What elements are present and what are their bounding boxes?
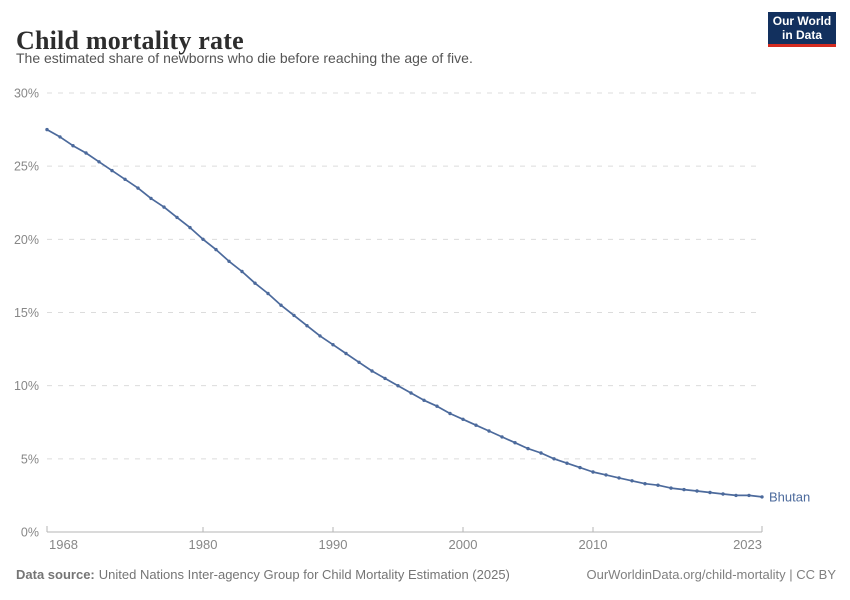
data-point[interactable] <box>279 303 283 307</box>
data-point[interactable] <box>175 215 179 220</box>
data-point[interactable] <box>162 205 166 209</box>
data-point[interactable] <box>539 451 543 455</box>
data-point[interactable] <box>292 313 296 318</box>
data-point[interactable] <box>630 479 634 483</box>
data-point[interactable] <box>578 465 582 470</box>
data-point[interactable] <box>240 269 244 274</box>
y-tick-label: 15% <box>14 306 39 320</box>
data-point[interactable] <box>149 196 153 201</box>
y-tick-label: 0% <box>21 526 39 540</box>
data-point[interactable] <box>71 144 75 148</box>
data-point[interactable] <box>266 291 270 296</box>
data-point[interactable] <box>487 429 491 433</box>
data-point[interactable] <box>396 384 400 388</box>
y-tick-label: 10% <box>14 379 39 393</box>
data-point[interactable] <box>422 398 426 402</box>
data-point[interactable] <box>97 160 101 164</box>
x-tick-label: 2023 <box>733 537 762 552</box>
data-point[interactable] <box>643 482 647 486</box>
credit-link[interactable]: OurWorldinData.org/child-mortality | CC … <box>586 567 837 582</box>
data-point[interactable] <box>409 391 413 395</box>
data-point[interactable] <box>708 490 712 495</box>
data-point[interactable] <box>58 135 62 139</box>
owid-logo[interactable]: Our World in Data <box>768 12 836 47</box>
x-tick-label: 1990 <box>319 537 348 552</box>
series-line-bhutan[interactable] <box>46 128 763 498</box>
data-point[interactable] <box>110 168 114 173</box>
data-point[interactable] <box>526 446 530 451</box>
data-point[interactable] <box>253 281 257 285</box>
x-tick-label: 1968 <box>49 537 78 552</box>
y-tick-label: 20% <box>14 233 39 247</box>
data-point[interactable] <box>747 493 751 498</box>
data-point[interactable] <box>45 127 49 132</box>
data-point[interactable] <box>669 486 673 490</box>
x-tick-label: 1980 <box>189 537 218 552</box>
data-source-label: Data source: <box>16 567 95 582</box>
entity-label[interactable]: Bhutan <box>769 489 810 504</box>
data-point[interactable] <box>201 237 205 241</box>
x-tick-label: 2000 <box>449 537 478 552</box>
data-point[interactable] <box>214 247 218 252</box>
data-point[interactable] <box>188 225 192 230</box>
series-points-bhutan[interactable] <box>45 127 764 499</box>
chart-footer: Data source: United Nations Inter-agency … <box>16 567 836 582</box>
data-point[interactable] <box>695 489 699 493</box>
data-source-text: United Nations Inter-agency Group for Ch… <box>98 567 510 582</box>
data-point[interactable] <box>760 495 764 499</box>
data-point[interactable] <box>357 360 361 364</box>
data-source: Data source: United Nations Inter-agency … <box>16 567 510 582</box>
data-point[interactable] <box>461 417 465 421</box>
data-point[interactable] <box>474 423 478 427</box>
page-title: Child mortality rate <box>16 26 244 56</box>
data-point[interactable] <box>227 259 231 263</box>
data-point[interactable] <box>123 177 127 181</box>
owid-logo-line1: Our World <box>772 14 832 28</box>
y-tick-label: 25% <box>14 160 39 174</box>
x-tick-label: 2010 <box>579 537 608 552</box>
data-point[interactable] <box>344 351 348 356</box>
data-point[interactable] <box>136 186 140 190</box>
data-point[interactable] <box>84 151 88 155</box>
owid-logo-line2: in Data <box>781 28 822 42</box>
data-point[interactable] <box>682 487 686 492</box>
data-point[interactable] <box>591 470 595 474</box>
data-point[interactable] <box>565 461 569 465</box>
data-point[interactable] <box>500 435 504 439</box>
y-tick-label: 30% <box>14 87 39 101</box>
data-point[interactable] <box>721 492 725 496</box>
data-point[interactable] <box>552 457 556 461</box>
data-point[interactable] <box>513 441 517 445</box>
data-point[interactable] <box>435 404 439 408</box>
data-point[interactable] <box>656 483 660 487</box>
chart-subtitle: The estimated share of newborns who die … <box>16 50 473 66</box>
data-point[interactable] <box>305 324 309 328</box>
data-point[interactable] <box>331 343 335 347</box>
data-point[interactable] <box>383 376 387 381</box>
data-point[interactable] <box>448 411 452 416</box>
data-point[interactable] <box>734 493 738 498</box>
data-point[interactable] <box>617 476 621 480</box>
data-point[interactable] <box>370 369 374 373</box>
data-point[interactable] <box>318 334 322 338</box>
y-tick-label: 5% <box>21 452 39 466</box>
data-point[interactable] <box>604 473 608 477</box>
